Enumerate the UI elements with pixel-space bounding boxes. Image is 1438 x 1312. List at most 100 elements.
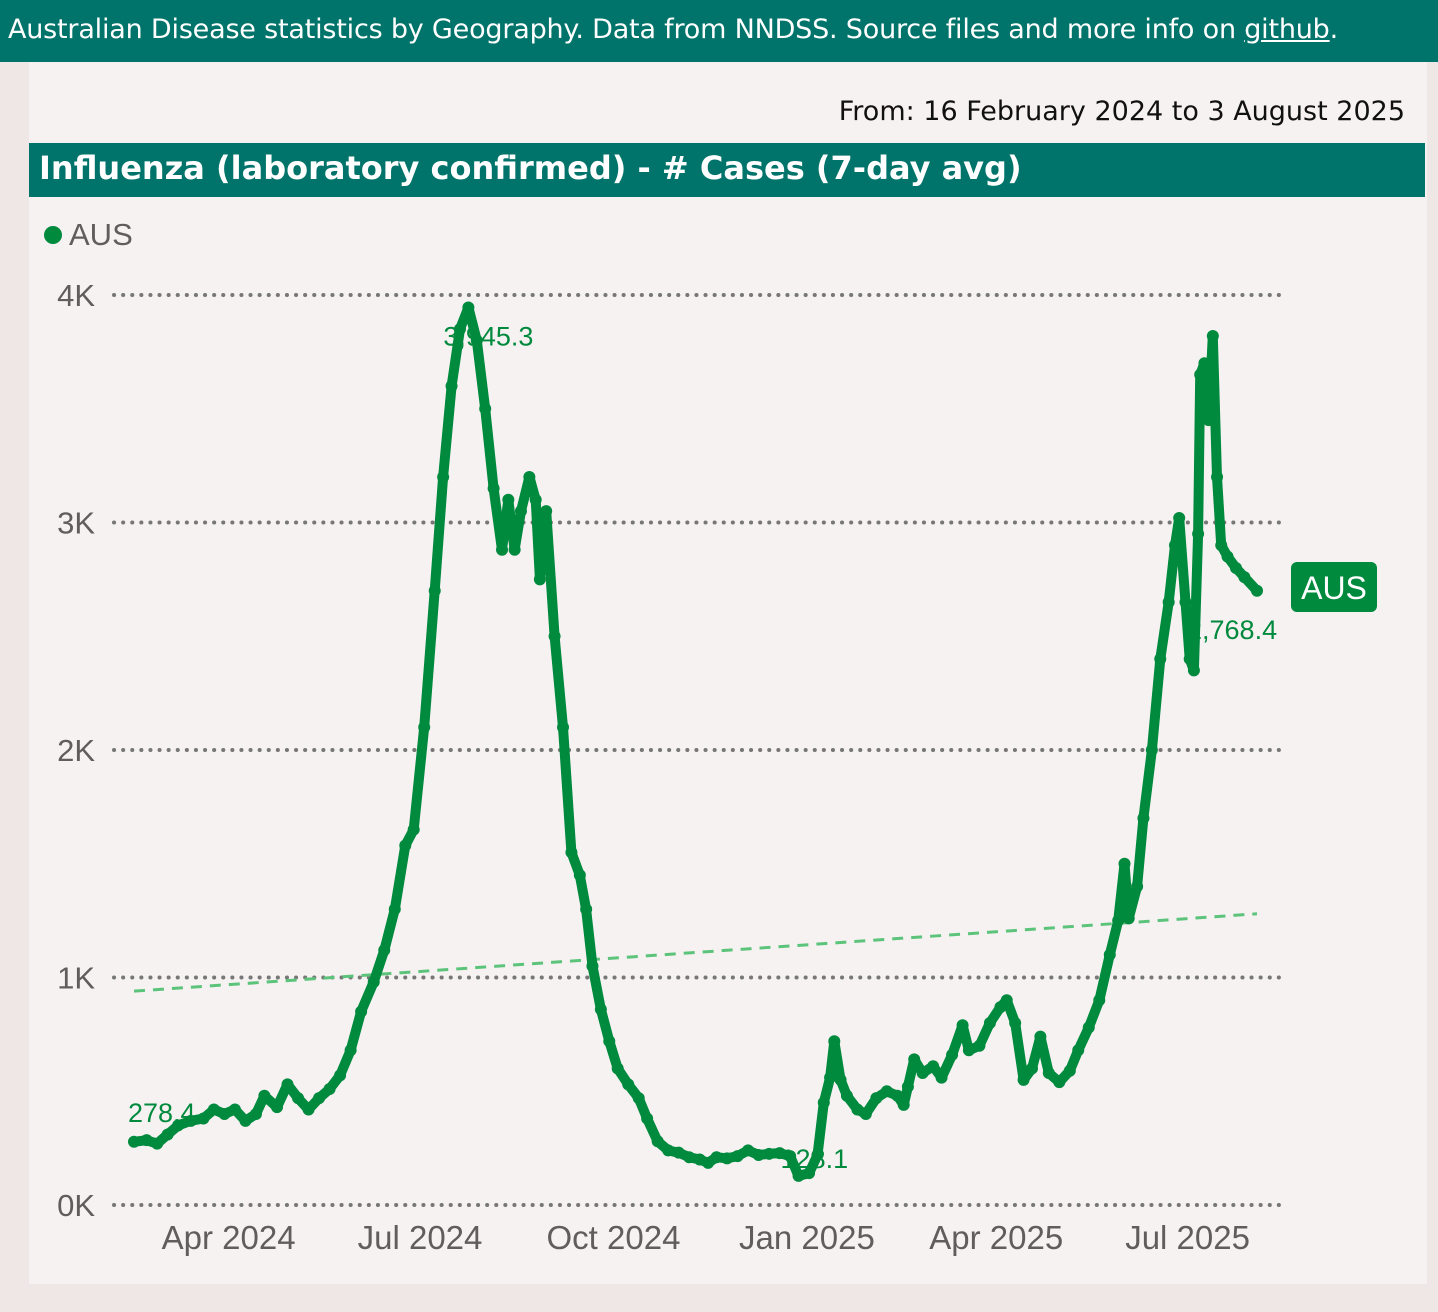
data-point: [956, 1019, 969, 1032]
data-point: [702, 1156, 715, 1169]
data-point: [249, 1108, 262, 1120]
data-point: [1211, 471, 1224, 483]
data-point: [897, 1098, 910, 1111]
data-point: [683, 1151, 696, 1164]
data-point: [1122, 912, 1135, 925]
legend-label-aus: AUS: [69, 217, 133, 252]
data-point: [399, 839, 412, 852]
data-point: [935, 1071, 948, 1084]
data-point: [731, 1150, 744, 1163]
data-point: [1183, 653, 1196, 665]
x-tick-label: Oct 2024: [547, 1219, 681, 1256]
data-point: [172, 1119, 185, 1132]
data-point: [859, 1108, 872, 1120]
data-point: [428, 584, 441, 597]
data-point: [1082, 1021, 1095, 1034]
data-point: [880, 1085, 893, 1098]
banner-text: Australian Disease statistics by Geograp…: [8, 14, 1245, 45]
data-point: [407, 823, 420, 836]
data-point: [792, 1169, 805, 1182]
data-point: [271, 1101, 284, 1114]
data-point: [1229, 562, 1242, 574]
data-label: 3,945.3: [443, 322, 533, 352]
data-point: [1215, 539, 1228, 552]
data-point: [1112, 914, 1125, 927]
data-label: 128.1: [781, 1144, 849, 1174]
data-point: [752, 1148, 765, 1161]
data-point: [611, 1062, 624, 1075]
data-point: [1206, 329, 1219, 342]
data-point: [437, 471, 450, 483]
data-point: [496, 543, 509, 556]
data-point: [1173, 511, 1186, 524]
data-label: 278.4: [128, 1098, 196, 1128]
data-point: [927, 1060, 940, 1073]
y-tick-label: 2K: [57, 733, 95, 768]
data-point: [557, 721, 570, 734]
data-point: [334, 1069, 347, 1082]
data-point: [548, 630, 561, 643]
data-point: [1131, 880, 1144, 893]
data-point: [1198, 357, 1211, 370]
legend-marker-aus: [44, 226, 62, 244]
x-tick-label: Apr 2025: [929, 1219, 1063, 1256]
data-point: [870, 1092, 883, 1105]
data-point: [1154, 653, 1167, 665]
data-point: [151, 1137, 164, 1150]
data-point: [1192, 527, 1205, 540]
top-banner: Australian Disease statistics by Geograp…: [0, 0, 1438, 62]
chart-title: Influenza (laboratory confirmed) - # Cas…: [29, 143, 1425, 197]
y-tick-label: 3K: [57, 506, 95, 541]
gridlines: [112, 293, 1281, 1207]
x-axis-ticks: Apr 2024 Jul 2024 Oct 2024 Jan 2025 Apr 2025…: [162, 1219, 1250, 1256]
data-point: [508, 543, 521, 556]
data-point: [672, 1146, 685, 1159]
data-point: [901, 1080, 914, 1093]
data-point: [594, 1003, 607, 1016]
data-point: [1251, 584, 1263, 597]
data-point: [946, 1048, 959, 1061]
legend[interactable]: AUS: [44, 217, 133, 252]
data-point: [1017, 1073, 1030, 1086]
data-point: [908, 1053, 921, 1066]
data-point: [533, 573, 546, 586]
data-point: [1103, 948, 1116, 961]
data-point: [540, 505, 553, 518]
data-point: [721, 1152, 734, 1165]
data-point: [1118, 857, 1131, 870]
data-point: [184, 1114, 197, 1127]
data-point: [840, 1089, 853, 1102]
data-point: [742, 1144, 755, 1157]
data-point: [828, 1035, 841, 1048]
data-point: [258, 1089, 271, 1102]
end-label-text: AUS: [1301, 570, 1367, 606]
data-point: [1063, 1064, 1076, 1077]
y-tick-label: 1K: [57, 961, 95, 996]
data-point: [161, 1128, 174, 1141]
data-point: [514, 505, 527, 518]
data-point: [1238, 571, 1251, 584]
y-axis-ticks: 0K 1K 2K 3K 4K: [57, 278, 95, 1223]
data-point: [355, 1005, 368, 1018]
trend-line: [133, 912, 1258, 993]
github-link[interactable]: github: [1244, 14, 1330, 45]
y-tick-label: 0K: [57, 1188, 95, 1223]
series-points: [128, 301, 1263, 1182]
data-point: [1179, 596, 1192, 609]
data-labels: 278.4 3,945.3 128.1 2,768.4: [128, 322, 1277, 1174]
data-point: [983, 1017, 996, 1029]
data-point: [710, 1151, 723, 1164]
x-tick-label: Jul 2024: [358, 1219, 483, 1256]
data-point: [502, 493, 515, 506]
data-point: [916, 1067, 929, 1080]
data-point: [1145, 744, 1158, 756]
data-point: [323, 1082, 336, 1095]
data-point: [662, 1144, 675, 1157]
data-point: [388, 903, 401, 916]
line-chart: 0K 1K 2K 3K 4K Apr 2024 Jul 2024 Oct 2024 Jan 2…: [44, 217, 1377, 1256]
data-point: [470, 334, 483, 347]
data-point: [1000, 994, 1013, 1007]
data-point: [378, 944, 391, 957]
data-point: [1042, 1067, 1055, 1080]
data-point: [784, 1150, 797, 1163]
